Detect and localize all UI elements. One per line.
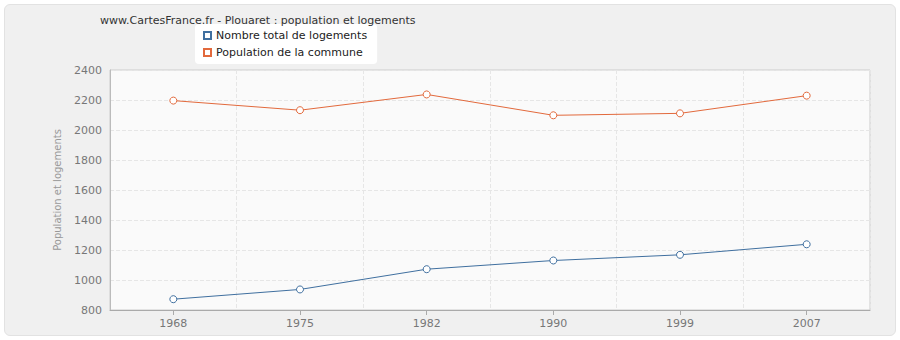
- svg-text:www.CartesFrance.fr - Plouaret: www.CartesFrance.fr - Plouaret : populat…: [100, 14, 416, 27]
- svg-text:1400: 1400: [74, 214, 102, 227]
- svg-text:800: 800: [81, 304, 102, 317]
- svg-text:2200: 2200: [74, 94, 102, 107]
- svg-text:1999: 1999: [666, 317, 694, 330]
- svg-text:1200: 1200: [74, 244, 102, 257]
- svg-text:1600: 1600: [74, 184, 102, 197]
- svg-text:1990: 1990: [539, 317, 567, 330]
- svg-text:1975: 1975: [286, 317, 314, 330]
- svg-text:1968: 1968: [159, 317, 187, 330]
- svg-text:Population et logements: Population et logements: [52, 129, 63, 251]
- svg-text:2000: 2000: [74, 124, 102, 137]
- svg-text:Population de la commune: Population de la commune: [216, 46, 363, 59]
- svg-text:1982: 1982: [413, 317, 441, 330]
- svg-text:2007: 2007: [793, 317, 821, 330]
- svg-text:1000: 1000: [74, 274, 102, 287]
- svg-text:Nombre total de logements: Nombre total de logements: [216, 29, 367, 42]
- svg-text:2400: 2400: [74, 64, 102, 77]
- svg-text:1800: 1800: [74, 154, 102, 167]
